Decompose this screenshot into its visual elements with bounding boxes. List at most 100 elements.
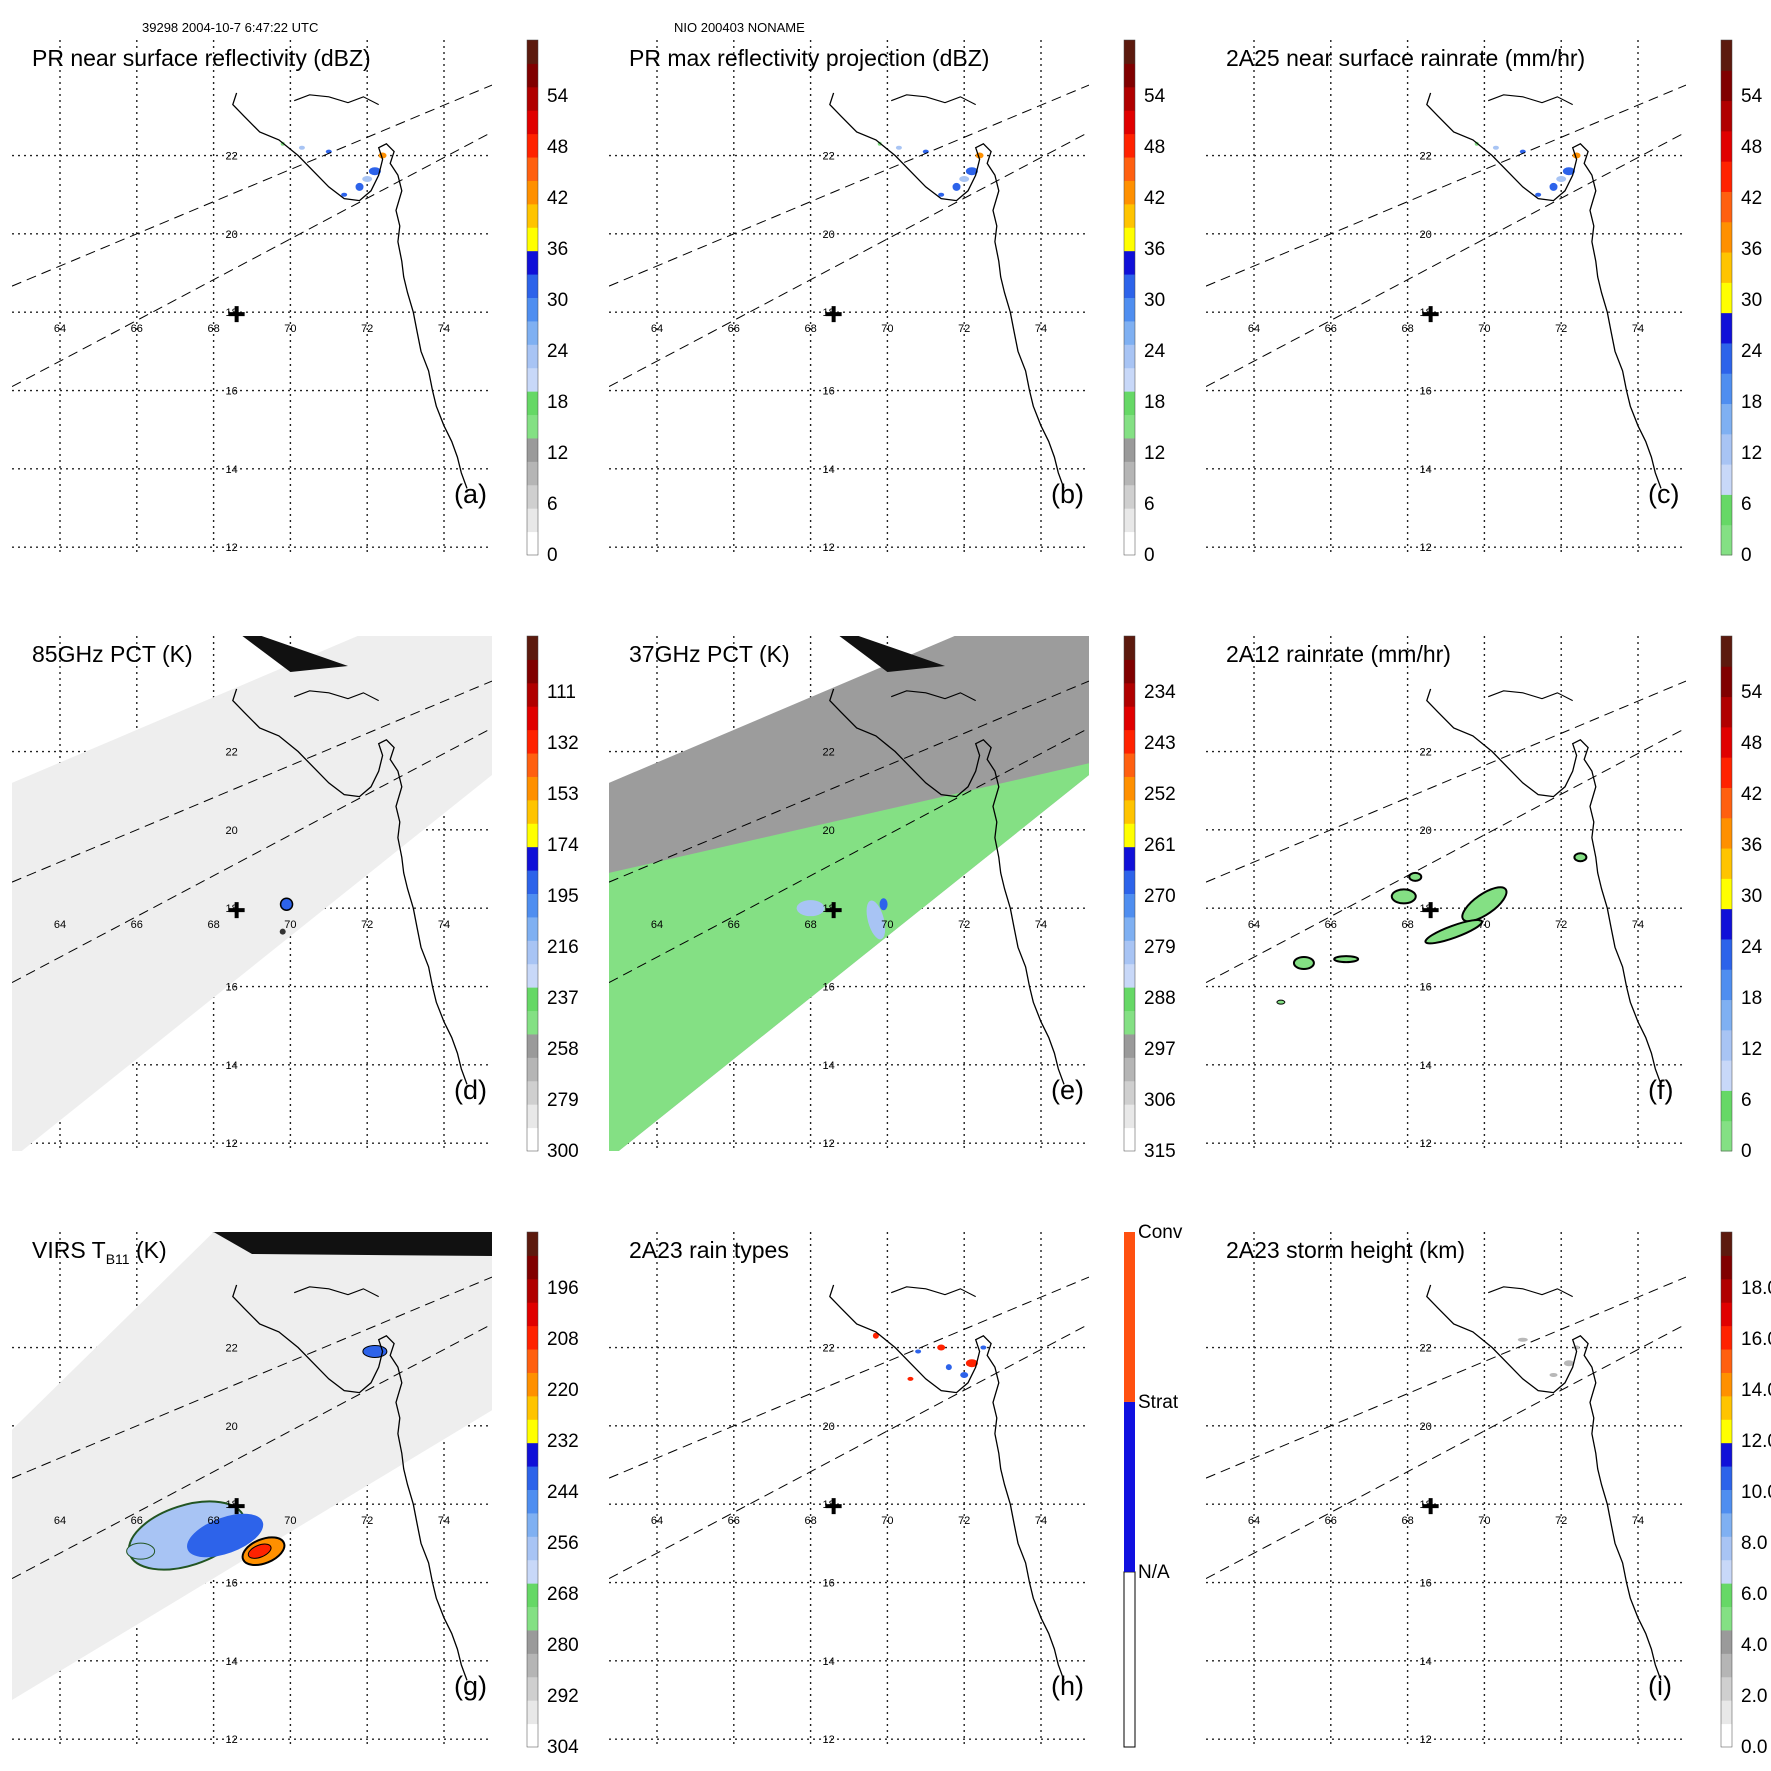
colorbar-tick-label: 42 <box>1741 188 1762 209</box>
colorbar-segment <box>1124 391 1135 416</box>
colorbar-tick-label: 0.0 <box>1741 1737 1767 1758</box>
panel-title: 85GHz PCT (K) <box>32 641 193 667</box>
colorbar-tick-label: 42 <box>1741 784 1762 805</box>
panel-title: 2A23 storm height (km) <box>1226 1237 1465 1263</box>
colorbar-segment <box>1124 799 1135 824</box>
lat-tick-label: 20 <box>226 1421 238 1433</box>
map-panel-g: 646668707274222018161412VIRS TB11 (K)(g)… <box>12 1231 579 1758</box>
lat-tick-label: 22 <box>823 1343 835 1355</box>
colorbar-segment <box>1124 776 1135 801</box>
lat-tick-label: 14 <box>823 464 835 476</box>
lon-tick-label: 72 <box>361 323 373 335</box>
colorbar-tick-label: 18 <box>1741 392 1762 413</box>
colorbar-segment <box>1721 1559 1732 1584</box>
colorbar-segment <box>527 157 538 181</box>
colorbar-segment <box>1721 1325 1732 1350</box>
colorbar-segment <box>527 1255 538 1280</box>
lon-tick-label: 70 <box>881 323 893 335</box>
colorbar-segment <box>1124 531 1135 556</box>
storm-name-header: NIO 200403 NONAME <box>674 20 805 35</box>
lat-tick-label: 12 <box>1420 1734 1432 1746</box>
colorbar-frame <box>1123 635 1136 1152</box>
colorbar-segment <box>1721 403 1732 435</box>
colorbar-segment <box>1721 999 1732 1031</box>
colorbar-segment <box>527 367 538 392</box>
colorbar-tick-label: 6 <box>1741 1090 1752 1111</box>
colorbar-segment <box>1721 1419 1732 1444</box>
colorbar-segment <box>1124 367 1135 392</box>
colorbar-tick-label: 24 <box>1144 341 1166 362</box>
panel-title: 37GHz PCT (K) <box>629 641 790 667</box>
low-pct-region <box>879 898 888 911</box>
lat-tick-label: 16 <box>1420 1578 1432 1590</box>
echo-top-cell <box>1549 1372 1558 1377</box>
colorbar-segment <box>527 86 538 111</box>
lon-tick-label: 68 <box>1401 1515 1413 1527</box>
colorbar-segment <box>1721 969 1732 1001</box>
panel-label: (c) <box>1648 479 1679 509</box>
colorbar-segment <box>527 1080 538 1105</box>
colorbar-tick-label: 292 <box>547 1686 579 1707</box>
lon-tick-label: 68 <box>207 1515 219 1527</box>
panel-label: (d) <box>454 1075 487 1105</box>
lon-tick-label: 74 <box>1035 919 1047 931</box>
colorbar-segment <box>1124 437 1135 462</box>
swath-edge-south <box>1206 131 1686 388</box>
lat-tick-label: 12 <box>226 1734 238 1746</box>
colorbar-segment <box>527 1442 538 1467</box>
lat-tick-label: 14 <box>1420 1060 1432 1072</box>
colorbar-segment <box>1124 870 1135 894</box>
colorbar-segment <box>1124 484 1135 509</box>
colorbar-tick-label: 6.0 <box>1741 1584 1767 1605</box>
colorbar-segment <box>1124 133 1135 158</box>
rain-type-cell <box>872 1332 879 1339</box>
colorbar-tick-label: 18 <box>1144 392 1165 413</box>
colorbar-tick-label: 111 <box>547 682 576 703</box>
colorbar-segment <box>1721 1512 1732 1537</box>
colorbar-segment <box>1124 753 1135 777</box>
colorbar-frame <box>1720 1231 1733 1748</box>
colorbar-segment <box>1721 252 1732 283</box>
colorbar-segment <box>527 1033 538 1058</box>
panel-title: 2A23 rain types <box>629 1237 789 1263</box>
lon-tick-label: 64 <box>54 919 66 931</box>
colorbar-segment <box>1721 787 1732 819</box>
lat-tick-label: 16 <box>226 982 238 994</box>
colorbar-segment <box>527 203 538 228</box>
colorbar-segment <box>1124 987 1135 1012</box>
swath-edge-north <box>12 1276 492 1479</box>
lon-tick-label: 68 <box>804 919 816 931</box>
rain-type-cell <box>937 1344 946 1351</box>
radar-echo-cell <box>1535 192 1542 197</box>
colorbar-tick-label: 6 <box>1144 494 1155 515</box>
colorbar-segment <box>527 636 538 660</box>
lon-tick-label: 68 <box>207 323 219 335</box>
lat-tick-label: 20 <box>823 229 835 241</box>
colorbar-segment <box>527 414 538 439</box>
gulf-of-kutch-coast <box>294 94 379 106</box>
colorbar-tick-label: 232 <box>547 1431 579 1452</box>
colorbar-segment <box>1721 130 1732 162</box>
colorbar-tick-label: 12 <box>1741 443 1762 464</box>
colorbar-segment <box>527 1536 538 1561</box>
lat-tick-label: 12 <box>226 542 238 554</box>
colorbar-segment <box>1124 297 1135 322</box>
panel-title: 2A25 near surface rainrate (mm/hr) <box>1226 45 1585 71</box>
lon-tick-label: 70 <box>284 1515 296 1527</box>
colorbar-segment <box>527 1232 538 1256</box>
rain-type-cell <box>960 1371 969 1378</box>
colorbar-segment <box>1124 63 1135 88</box>
colorbar-segment <box>1721 1653 1732 1678</box>
colorbar-segment <box>1721 1302 1732 1327</box>
lon-tick-label: 66 <box>728 323 740 335</box>
colorbar-segment <box>1721 1090 1732 1122</box>
colorbar-tick-label: 36 <box>1741 835 1762 856</box>
lon-tick-label: 70 <box>1478 1515 1490 1527</box>
colorbar-tick-label: 208 <box>547 1329 579 1350</box>
coastline <box>1426 1284 1662 1681</box>
colorbar-segment <box>527 729 538 754</box>
lon-tick-label: 70 <box>881 1515 893 1527</box>
colorbar-segment <box>1721 373 1732 405</box>
colorbar-tick-label: 48 <box>1741 733 1762 754</box>
